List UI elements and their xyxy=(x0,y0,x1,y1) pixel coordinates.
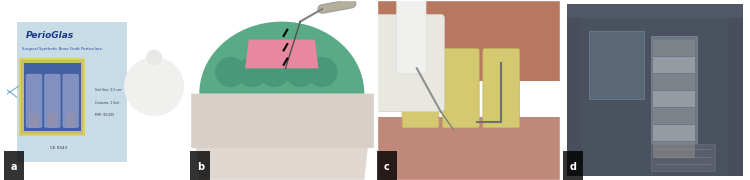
Bar xyxy=(728,18,742,176)
Bar xyxy=(589,31,644,99)
Circle shape xyxy=(260,58,290,86)
Bar xyxy=(566,4,742,18)
Bar xyxy=(4,151,24,180)
Text: MRP: 00,000: MRP: 00,000 xyxy=(95,113,115,117)
Text: CE 0543: CE 0543 xyxy=(50,146,67,150)
FancyBboxPatch shape xyxy=(44,74,61,128)
FancyBboxPatch shape xyxy=(26,74,42,128)
Circle shape xyxy=(286,58,315,86)
Bar xyxy=(651,144,715,171)
Bar xyxy=(20,59,85,135)
Bar xyxy=(29,113,38,128)
Bar xyxy=(652,108,695,124)
FancyBboxPatch shape xyxy=(402,49,439,128)
Bar xyxy=(66,113,75,128)
Polygon shape xyxy=(190,94,374,180)
Polygon shape xyxy=(245,40,319,68)
FancyBboxPatch shape xyxy=(62,74,79,128)
Bar xyxy=(652,74,695,90)
Bar xyxy=(652,57,695,73)
Text: Unit Size: 0.5 cm³: Unit Size: 0.5 cm³ xyxy=(95,88,123,92)
FancyBboxPatch shape xyxy=(442,49,479,128)
Bar xyxy=(376,151,397,180)
Text: c: c xyxy=(384,161,389,172)
Text: Surgical Synthetic Bone Graft Particulate: Surgical Synthetic Bone Graft Particulat… xyxy=(22,47,102,51)
Text: Contents: 1 Unit: Contents: 1 Unit xyxy=(95,101,119,105)
Bar xyxy=(652,40,695,56)
Circle shape xyxy=(238,58,267,86)
FancyBboxPatch shape xyxy=(397,0,426,74)
FancyBboxPatch shape xyxy=(364,14,444,112)
Text: PerioGlas: PerioGlas xyxy=(26,31,74,40)
Text: b: b xyxy=(196,161,204,172)
Bar xyxy=(376,0,560,81)
Bar xyxy=(24,63,81,131)
Text: a: a xyxy=(10,161,17,172)
Polygon shape xyxy=(190,94,374,148)
Circle shape xyxy=(216,58,245,86)
Bar xyxy=(652,142,695,158)
Text: d: d xyxy=(569,161,577,172)
Bar xyxy=(651,36,697,162)
Bar xyxy=(190,151,210,180)
Bar xyxy=(652,125,695,141)
Bar xyxy=(652,91,695,107)
Circle shape xyxy=(147,50,161,65)
Bar xyxy=(562,151,583,180)
FancyBboxPatch shape xyxy=(16,22,127,162)
Bar xyxy=(581,18,728,176)
Circle shape xyxy=(124,58,184,115)
Polygon shape xyxy=(190,22,374,94)
Circle shape xyxy=(308,58,337,86)
FancyBboxPatch shape xyxy=(483,49,520,128)
Bar xyxy=(48,113,57,128)
Bar xyxy=(376,117,560,180)
Bar xyxy=(566,18,581,176)
